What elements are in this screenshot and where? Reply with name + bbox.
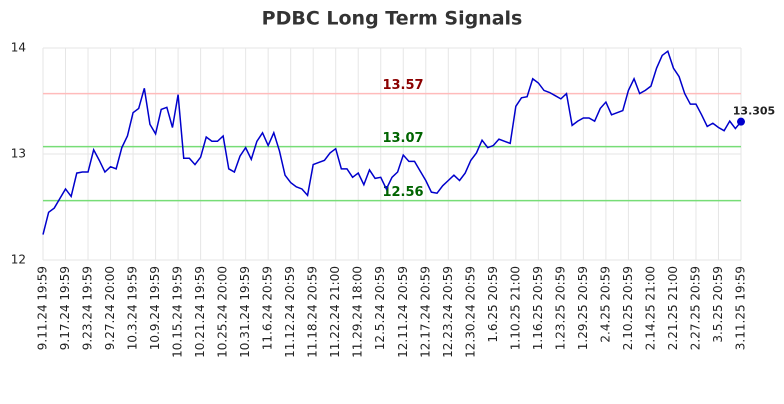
x-tick-label: 2.10.25 20:59 [621,266,635,350]
x-tick-label: 1.16.25 20:59 [531,266,545,350]
x-tick-label: 2.27.25 20:59 [688,266,702,350]
x-tick-label: 12.23.24 20:59 [441,266,455,358]
x-tick-label: 10.31.24 19:59 [238,266,252,358]
line [42,49,742,235]
chart-title: PDBC Long Term Signals [262,8,523,30]
x-tick-label: 9.17.24 19:59 [58,266,72,350]
level-label: 12.56 [382,185,423,200]
x-tick-label: 10.25.24 20:00 [216,266,230,358]
level-label: 13.57 [382,78,423,93]
x-tick-label: 1.23.25 20:59 [553,266,567,350]
level-label: 13.07 [382,131,423,146]
x-tick-label: 10.3.24 19:59 [126,266,140,350]
y-tick-label: 13 [11,147,26,161]
y-tick-label: 14 [11,41,26,55]
x-tick-label: 9.23.24 19:59 [81,266,95,350]
x-tick-label: 12.5.24 20:59 [373,266,387,350]
x-tick-label: 1.29.25 20:59 [576,266,590,350]
x-tick-label: 12.11.24 20:59 [396,266,410,358]
last-point [737,117,745,126]
x-tick-label: 2.21.25 21:00 [666,266,680,350]
value-label: 13.305 [733,105,775,118]
x-tick-label: 10.21.24 19:59 [193,266,207,358]
y-tick-label: 12 [11,253,26,267]
x-tick-label: 12.30.24 20:59 [463,266,477,358]
x-tick-label: 11.6.24 20:59 [261,266,275,350]
x-tick-label: 1.6.25 20:59 [486,266,500,343]
x-tick-label: 3.5.25 20:59 [711,266,725,343]
x-tick-label: 11.29.24 18:00 [351,266,365,358]
x-tick-label: 3.11.25 19:59 [734,266,748,350]
x-tick-label: 11.22.24 21:00 [328,266,342,358]
x-tick-label: 2.4.25 20:59 [598,266,612,343]
x-tick-label: 10.15.24 19:59 [171,266,185,358]
x-tick-label: 12.17.24 20:59 [418,266,432,358]
x-tick-label: 2.14.25 21:00 [643,266,657,350]
x-tick-label: 1.10.25 21:00 [508,266,522,350]
x-tick-label: 11.12.24 20:59 [283,266,297,358]
x-tick-label: 9.11.24 19:59 [36,266,50,350]
x-tick-label: 9.27.24 20:00 [103,266,117,350]
x-tick-label: 11.18.24 20:59 [306,266,320,358]
x-tick-label: 10.9.24 19:59 [148,266,162,350]
